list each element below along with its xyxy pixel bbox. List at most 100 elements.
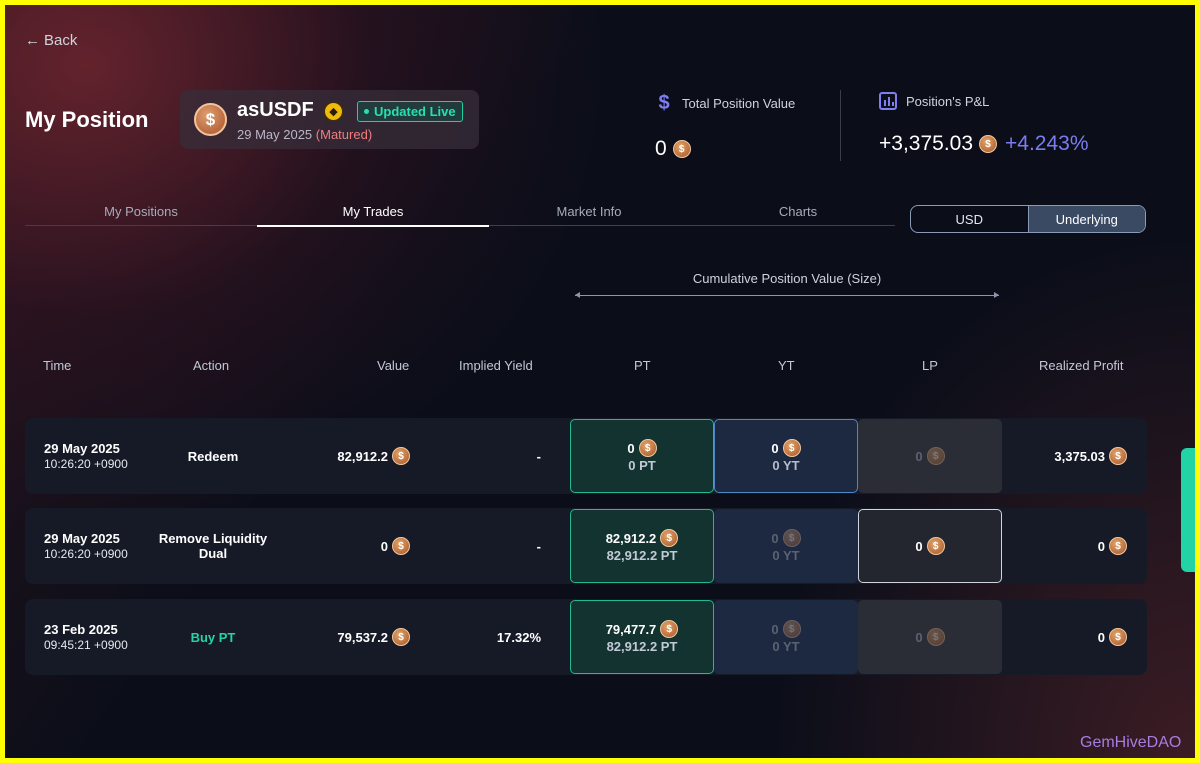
coin-icon: $ [782,620,801,638]
pt-size: 82,912.2 PT [606,548,678,563]
pt-cell: 0 $ 0 PT [570,419,714,493]
coin-icon: $ [926,628,945,646]
coin-icon: $ [1109,628,1127,646]
yt-cell: 0 $ 0 YT [714,419,858,493]
tab-market-info[interactable]: Market Info [556,204,622,219]
yt-size: 0 YT [772,548,800,563]
lp-cell: 0 $ [858,600,1002,674]
stats-divider [840,90,841,161]
trade-time: 10:26:20 +0900 [44,547,128,561]
unit-toggle: USD Underlying [910,205,1146,233]
coin-icon: $ [392,537,410,555]
page-title: My Position [25,107,149,132]
yt-cell: 0 $ 0 YT [714,600,858,674]
pt-value: 79,477.7 [605,621,657,637]
asset-name: asUSDF [237,99,314,121]
side-panel-tab[interactable] [1181,448,1195,572]
trade-action: Buy PT [190,629,236,645]
value-cell: 79,537.2 $ [295,599,410,675]
app-frame: ← Back My Position $ asUSDF ◆ Updated Li… [5,5,1195,758]
watermark: GemHiveDAO [1080,734,1182,751]
col-action: Action [193,358,230,373]
time-cell: 29 May 2025 10:26:20 +0900 [44,508,128,584]
trade-date: 23 Feb 2025 [44,622,118,637]
coin-icon: $ [660,620,679,638]
pt-cell: 82,912.2 $ 82,912.2 PT [570,509,714,583]
implied-yield: - [536,538,541,554]
col-yt: YT [778,358,795,373]
dollar-coin-icon: $ [194,103,227,136]
pnl-amount: +3,375.03 [879,132,974,155]
arrow-left-icon: ← [25,32,40,49]
value-cell: 0 $ [295,508,410,584]
realized-profit-cell: 0 $ [1005,599,1127,675]
col-time: Time [43,358,72,373]
maturity-date: 29 May 2025 (Matured) [237,127,372,142]
pt-value: 0 [627,440,635,456]
col-pt: PT [634,358,651,373]
pt-cell: 79,477.7 $ 82,912.2 PT [570,600,714,674]
table-row[interactable]: 29 May 2025 10:26:20 +0900 Redeem 82,912… [25,418,1147,494]
yt-value: 0 [771,530,779,546]
coin-icon: $ [638,439,657,457]
live-dot-icon [364,109,369,114]
col-implied-yield: Implied Yield [459,358,533,373]
dollar-icon: $ [658,92,670,114]
tab-bar: My Positions My Trades Market Info Chart… [25,200,895,227]
pt-size: 82,912.2 PT [606,639,678,654]
back-button[interactable]: ← Back [25,32,77,49]
total-value-amount: 0 [655,137,667,160]
coin-icon: $ [782,529,801,547]
coin-icon: $ [926,537,945,555]
total-position-value: $ Total Position Value 0 $ [655,92,795,161]
time-cell: 29 May 2025 10:26:20 +0900 [44,418,128,494]
pnl-percent: +4.243% [1005,132,1089,155]
coin-icon: $ [672,140,691,158]
tab-my-trades[interactable]: My Trades [257,204,489,227]
trade-action: Remove Liquidity Dual [158,531,268,561]
col-realized-profit: Realized Profit [1039,358,1124,373]
trade-date: 29 May 2025 [44,441,120,456]
lp-value: 0 [915,538,923,554]
trade-value: 82,912.2 [337,448,388,464]
live-badge-label: Updated Live [374,104,456,119]
toggle-usd[interactable]: USD [955,211,983,227]
realized-profit-cell: 0 $ [1005,508,1127,584]
asset-card: $ asUSDF ◆ Updated Live 29 May 2025 (Mat… [180,90,479,149]
yt-size: 0 YT [772,639,800,654]
yt-value: 0 [771,440,779,456]
bar-chart-icon [879,92,897,110]
lp-cell: 0 $ [858,419,1002,493]
realized-profit: 0 [1097,629,1105,645]
toggle-underlying[interactable]: Underlying [1027,206,1145,232]
live-status-badge: Updated Live [357,101,463,122]
realized-profit: 3,375.03 [1054,448,1105,464]
maturity-date-value: 29 May 2025 [237,127,313,142]
coin-icon: $ [1109,447,1127,465]
table-row[interactable]: 29 May 2025 10:26:20 +0900 Remove Liquid… [25,508,1147,584]
tab-charts[interactable]: Charts [778,204,818,219]
coin-icon: $ [660,529,679,547]
tab-my-positions[interactable]: My Positions [104,204,178,219]
trade-time: 09:45:21 +0900 [44,638,128,652]
lp-value: 0 [915,448,923,464]
time-cell: 23 Feb 2025 09:45:21 +0900 [44,599,128,675]
yt-cell: 0 $ 0 YT [714,509,858,583]
table-row[interactable]: 23 Feb 2025 09:45:21 +0900 Buy PT 79,537… [25,599,1147,675]
yt-value: 0 [771,621,779,637]
pt-size: 0 PT [628,458,656,473]
trade-action: Redeem [187,448,239,464]
back-label: Back [44,32,78,49]
cumulative-span-line [575,292,999,298]
position-pnl: Position's P&L +3,375.03 $ +4.243% [879,92,1089,156]
coin-icon: $ [926,447,945,465]
implied-yield: 17.32% [496,629,541,645]
implied-yield: - [536,448,541,464]
bnb-chain-icon: ◆ [323,101,344,122]
coin-icon: $ [392,447,410,465]
realized-profit-cell: 3,375.03 $ [1005,418,1127,494]
yt-size: 0 YT [772,458,800,473]
trade-value: 0 [380,538,388,554]
coin-icon: $ [782,439,801,457]
trade-time: 10:26:20 +0900 [44,457,128,471]
